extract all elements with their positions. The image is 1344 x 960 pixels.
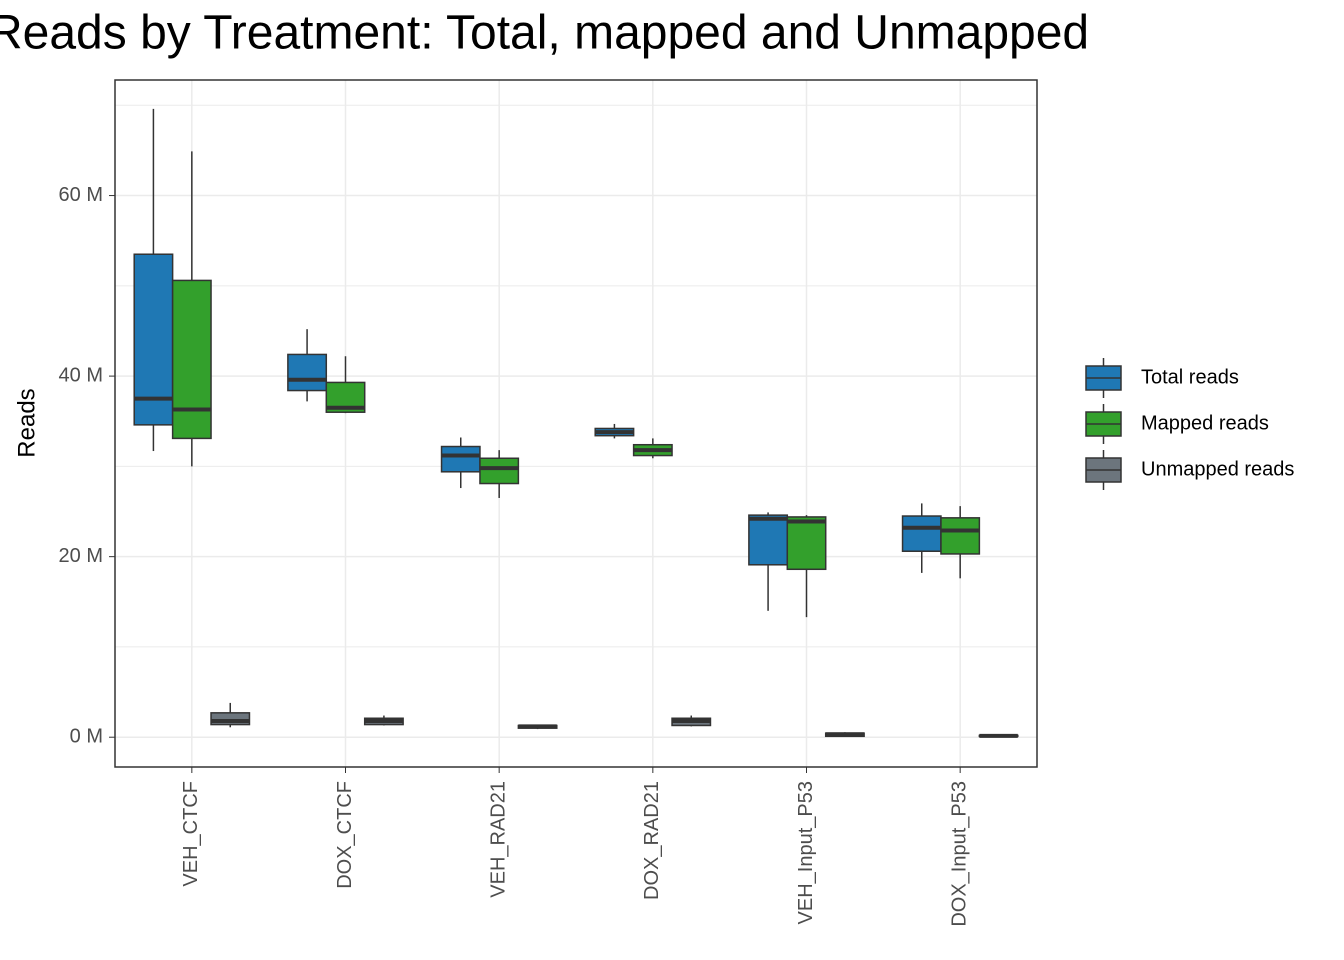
y-tick-label: 40 M — [59, 364, 103, 386]
series-group — [210, 702, 1019, 738]
box — [901, 515, 942, 552]
box — [133, 253, 174, 426]
y-axis-title: Reads — [13, 388, 40, 457]
plot-border — [114, 79, 1038, 768]
y-tick-label: 20 M — [59, 545, 103, 567]
box — [287, 353, 328, 392]
box — [748, 514, 789, 566]
x-tick-label: DOX_CTCF — [334, 781, 356, 889]
box — [479, 457, 520, 485]
y-tick-label: 0 M — [70, 725, 103, 747]
box — [440, 445, 481, 473]
x-tick-label: DOX_RAD21 — [641, 781, 663, 900]
legend-label: Mapped reads — [1141, 412, 1269, 434]
chart-title: Reads by Treatment: Total, mapped and Un… — [0, 7, 1089, 60]
plot-background — [115, 80, 1037, 767]
series-group — [171, 151, 981, 618]
x-tick-label: VEH_CTCF — [180, 781, 202, 887]
box — [210, 712, 251, 726]
box — [940, 517, 981, 555]
box — [786, 516, 827, 571]
x-tick-label: VEH_Input_P53 — [795, 781, 817, 924]
legend-label: Unmapped reads — [1141, 458, 1294, 480]
x-tick-label: DOX_Input_P53 — [948, 781, 970, 927]
legend-label: Total reads — [1141, 366, 1239, 388]
x-tick-label: VEH_RAD21 — [487, 781, 509, 898]
box — [171, 279, 212, 440]
y-tick-label: 60 M — [59, 184, 103, 206]
series-group — [133, 108, 942, 611]
